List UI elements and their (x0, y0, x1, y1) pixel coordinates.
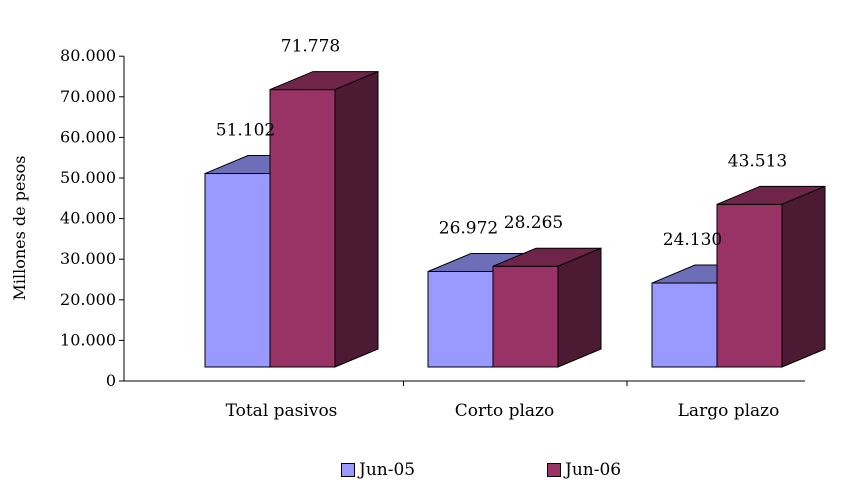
bar-front (427, 270, 494, 368)
y-axis-label: Millones de pesos (10, 156, 29, 301)
data-label: 26.972 (439, 218, 498, 238)
data-label: 24.130 (663, 230, 722, 250)
bar-jun-06-2 (716, 185, 826, 368)
bar-jun-06-1 (492, 247, 602, 368)
bar-chart: 0 10.000 20.000 30.000 40.000 50.000 60.000 70.… (10, 37, 826, 421)
data-label: 71.778 (281, 37, 340, 57)
y-tick-label: 10.000 (60, 330, 116, 349)
legend-label-jun-05: Jun-05 (359, 460, 416, 480)
bar-side (781, 185, 826, 368)
x-tick-label: Total pasivos (226, 401, 338, 421)
data-label: 51.102 (216, 121, 275, 141)
bar-front (204, 173, 271, 368)
bar-side (557, 247, 602, 368)
y-tick-label: 40.000 (60, 209, 116, 228)
legend-swatch-jun-06 (547, 463, 561, 477)
bar-front (716, 203, 783, 368)
y-tick-label: 80.000 (60, 46, 116, 65)
bar-jun-06-0 (269, 70, 379, 368)
legend-item-jun-05: Jun-05 (341, 460, 415, 480)
y-tick-label: 0 (106, 371, 116, 390)
bar-front (651, 282, 718, 368)
legend-swatch-jun-05 (341, 463, 355, 477)
bar-side (334, 70, 379, 368)
y-tick-label: 30.000 (60, 249, 116, 268)
legend: Jun-05 Jun-06 (0, 460, 842, 484)
x-tick-label: Corto plazo (455, 401, 555, 421)
y-tick-label: 20.000 (60, 290, 116, 309)
bars (204, 70, 826, 368)
x-tick-label: Largo plazo (678, 401, 780, 421)
y-tick-label: 50.000 (60, 168, 116, 187)
labels: Total pasivos Corto plazo Largo plazo 51.10… (216, 37, 787, 421)
bar-front (492, 265, 559, 368)
data-label: 43.513 (728, 151, 787, 171)
bar-front (269, 89, 336, 368)
y-axis: 0 10.000 20.000 30.000 40.000 50.000 60.000 70.… (60, 46, 805, 390)
legend-label-jun-06: Jun-06 (565, 460, 622, 480)
y-tick-label: 60.000 (60, 127, 116, 146)
y-tick-label: 70.000 (60, 87, 116, 106)
legend-item-jun-06: Jun-06 (547, 460, 621, 480)
data-label: 28.265 (504, 213, 563, 233)
